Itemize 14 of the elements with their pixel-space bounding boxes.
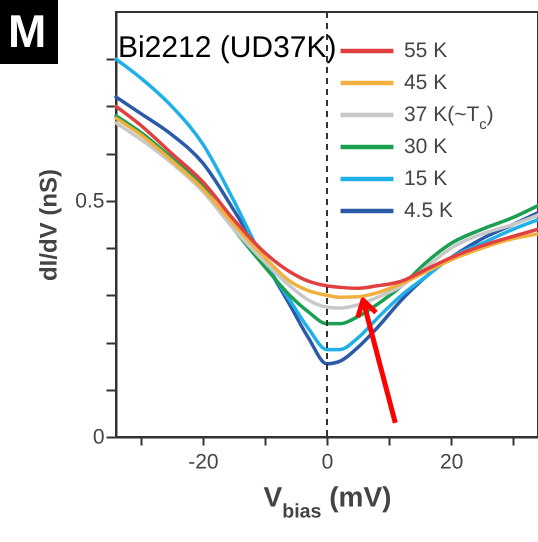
legend-label: 15 K xyxy=(404,167,448,190)
x-tick-label: 0 xyxy=(322,450,334,474)
legend-label: 55 K xyxy=(404,39,448,62)
text: M xyxy=(0,0,58,64)
text: Bi2212 (UD37K) xyxy=(118,31,336,64)
y-tick-label: 0.5 xyxy=(75,189,104,212)
legend-label: 30 K xyxy=(404,135,448,158)
legend-label: 45 K xyxy=(404,71,448,94)
x-axis-title: V$_{bias}$ (mV) xyxy=(264,482,392,522)
legend-label: 4.5 K xyxy=(404,199,454,222)
y-axis-title: dI/dV (nS) xyxy=(35,169,62,281)
legend-label: 37 K(~T$_{c}$) xyxy=(404,103,494,133)
x-tick-label: -20 xyxy=(188,450,219,474)
x-tick-label: 20 xyxy=(440,450,464,474)
